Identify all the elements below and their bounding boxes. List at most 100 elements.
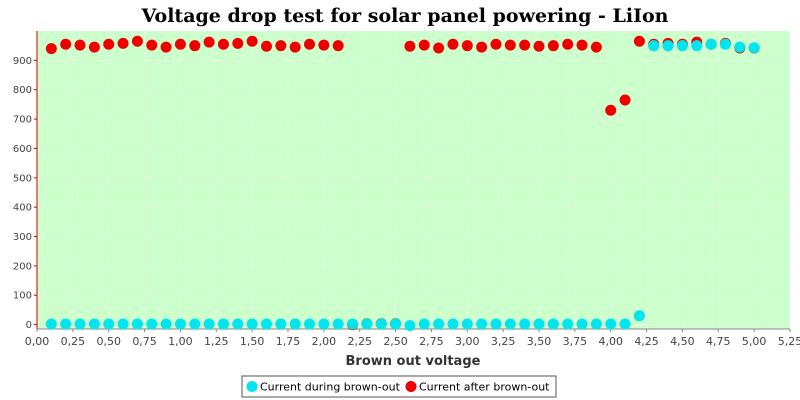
point-during [260,318,272,330]
point-after [60,38,72,50]
x-tick-label: 4,25 [634,335,659,348]
x-tick-label: 3,25 [491,335,516,348]
point-during [275,318,287,330]
point-during [504,318,516,330]
x-tick-label: 4,00 [598,335,623,348]
x-tick-label: 0,75 [132,335,157,348]
x-tick-label: 3,75 [563,335,588,348]
x-tick-label: 3,00 [455,335,480,348]
point-during [605,318,617,330]
point-during [633,310,645,322]
point-after [490,38,502,50]
point-during [318,318,330,330]
y-tick-label: 900 [13,56,32,67]
point-during [232,318,244,330]
point-after [304,38,316,50]
point-after [519,39,531,51]
point-after [562,38,574,50]
point-after [605,104,617,116]
point-during [160,318,172,330]
point-during [662,40,674,52]
data-points [45,35,760,331]
point-during [519,318,531,330]
point-after [590,41,602,53]
point-after [633,35,645,47]
point-after [103,38,115,50]
y-tick-label: 800 [13,85,32,96]
point-after [88,41,100,53]
x-tick-label: 1,75 [276,335,301,348]
point-after [260,40,272,52]
point-during [361,318,373,330]
y-tick-label: 0 [26,320,32,331]
point-during [332,318,344,330]
x-tick-label: 4,50 [670,335,695,348]
point-during [74,318,86,330]
legend-marker-after [405,381,417,392]
point-during [246,318,258,330]
y-tick-label: 500 [13,173,32,184]
point-after [246,35,258,47]
point-during [719,38,731,50]
point-during [88,318,100,330]
y-tick-label: 400 [13,203,32,214]
point-after [533,40,545,52]
point-after [461,40,473,52]
y-tick-label: 600 [13,144,32,155]
x-tick-label: 3,50 [527,335,552,348]
x-tick-label: 0,50 [96,335,121,348]
legend-label-after: Current after brown-out [419,381,550,394]
axis-ticks: 0,00 0,25 0,50 0,75 1,00 1,25 1,50 1,75 2,00 2,25… [13,56,800,348]
point-during [304,318,316,330]
y-tick-label: 300 [13,232,32,243]
point-after [318,39,330,51]
point-during [217,318,229,330]
x-tick-label: 0,25 [61,335,86,348]
point-during [189,318,201,330]
y-tick-label: 200 [13,261,32,272]
x-tick-label: 4,75 [706,335,731,348]
point-during [433,318,445,330]
point-during [590,318,602,330]
point-during [60,318,72,330]
legend-marker-during [246,381,258,392]
point-during [404,319,416,331]
x-tick-label: 1,00 [168,335,193,348]
point-during [347,318,359,330]
point-during [117,318,129,330]
point-during [619,318,631,330]
point-during [418,318,430,330]
point-during [734,41,746,53]
point-during [576,318,588,330]
legend: Current during brown-out Current after b… [241,375,557,398]
point-during [131,318,143,330]
x-tick-label: 1,25 [204,335,229,348]
point-after [447,38,459,50]
point-during [490,318,502,330]
x-tick-label: 5,00 [742,335,767,348]
point-during [476,318,488,330]
point-after [131,35,143,47]
point-during [648,40,660,52]
point-during [390,318,402,330]
point-after [576,39,588,51]
chart-title: Voltage drop test for solar panel poweri… [141,5,669,27]
point-after [117,37,129,49]
point-after [174,38,186,50]
point-after [332,40,344,52]
point-during [447,318,459,330]
point-during [103,318,115,330]
point-after [275,40,287,52]
point-during [146,318,158,330]
x-tick-label: 2,00 [312,335,337,348]
point-during [174,318,186,330]
x-tick-label: 2,75 [419,335,444,348]
point-during [533,318,545,330]
point-after [547,40,559,52]
x-tick-label: 0,00 [25,335,50,348]
point-during [705,38,717,50]
legend-label-during: Current during brown-out [260,381,401,394]
point-after [476,41,488,53]
point-during [547,318,559,330]
point-after [504,39,516,51]
